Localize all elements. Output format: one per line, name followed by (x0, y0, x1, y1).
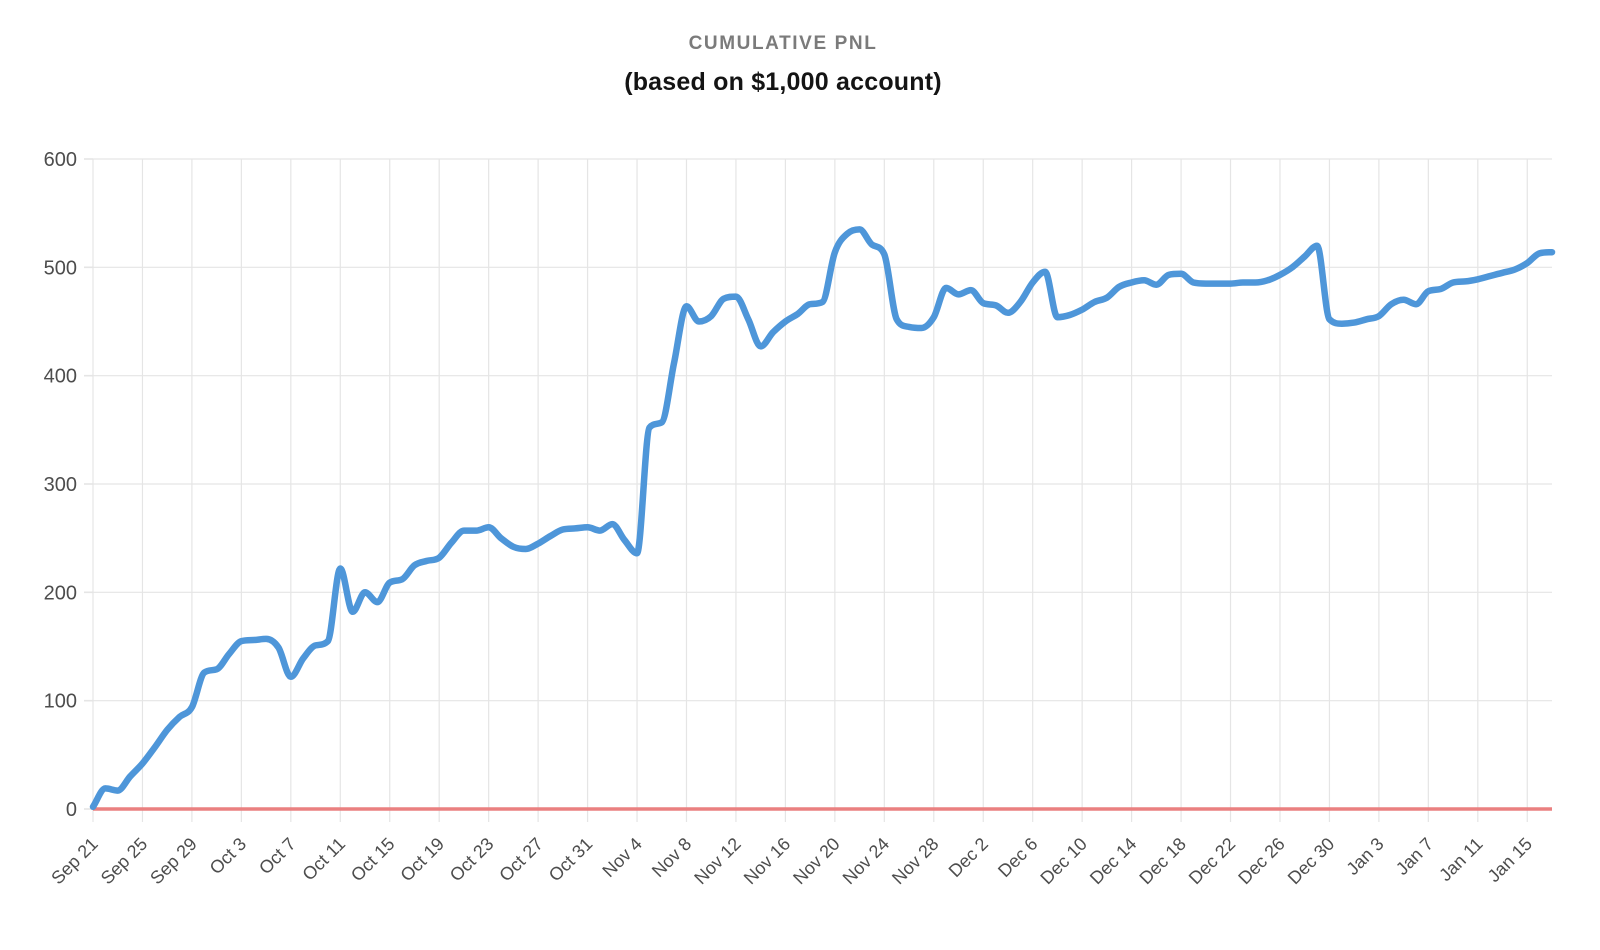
y-axis-label: 100 (44, 691, 77, 713)
x-axis-label: Nov 28 (888, 834, 942, 888)
x-axis-label: Jan 11 (1435, 834, 1486, 885)
x-axis-label: Sep 21 (47, 834, 101, 888)
x-axis-label: Oct 15 (347, 834, 399, 886)
y-axis-label: 500 (44, 257, 77, 279)
y-axis-label: 300 (44, 474, 77, 496)
x-grid (92, 159, 1528, 822)
y-axis-labels: 0 100 200 300 400 500 600 (44, 149, 77, 821)
x-axis-label: Dec 10 (1037, 834, 1091, 888)
x-axis-label: Dec 18 (1135, 834, 1189, 888)
chart-title: CUMULATIVE PNL (688, 33, 878, 54)
x-axis-label: Dec 6 (994, 834, 1041, 881)
x-axis-label: Sep 29 (146, 834, 200, 888)
x-axis-label: Jan 15 (1484, 834, 1536, 886)
x-axis-label: Oct 23 (446, 834, 498, 886)
x-axis-label: Oct 27 (495, 834, 547, 886)
x-axis-label: Dec 26 (1234, 834, 1288, 888)
x-axis-label: Oct 19 (396, 834, 448, 886)
x-axis-label: Nov 12 (690, 834, 744, 888)
x-axis-label: Oct 3 (206, 834, 251, 879)
y-axis-label: 200 (44, 582, 77, 604)
x-axis-label: Jan 3 (1342, 834, 1387, 879)
pnl-line (89, 226, 1556, 811)
x-axis-label: Sep 25 (97, 834, 151, 888)
x-axis-label: Dec 14 (1086, 834, 1140, 888)
x-axis-label: Oct 11 (298, 834, 349, 885)
x-axis-label: Nov 20 (789, 834, 843, 888)
x-axis-label: Oct 31 (545, 834, 597, 886)
x-axis-label: Nov 8 (648, 834, 695, 881)
x-axis-label: Dec 30 (1284, 834, 1338, 888)
y-axis-label: 600 (44, 149, 77, 171)
x-axis-label: Oct 7 (255, 834, 300, 879)
x-axis-label: Dec 22 (1185, 834, 1239, 888)
x-axis-label: Nov 16 (740, 834, 794, 888)
y-axis-label: 0 (66, 799, 77, 821)
x-axis-label: Dec 2 (945, 834, 992, 881)
y-grid (84, 158, 1552, 810)
y-axis-label: 400 (44, 366, 77, 388)
x-axis-label: Nov 4 (598, 834, 645, 881)
x-axis-label: Jan 7 (1392, 834, 1437, 879)
x-axis-label: Nov 24 (839, 834, 893, 888)
chart-subtitle: (based on $1,000 account) (624, 68, 942, 96)
